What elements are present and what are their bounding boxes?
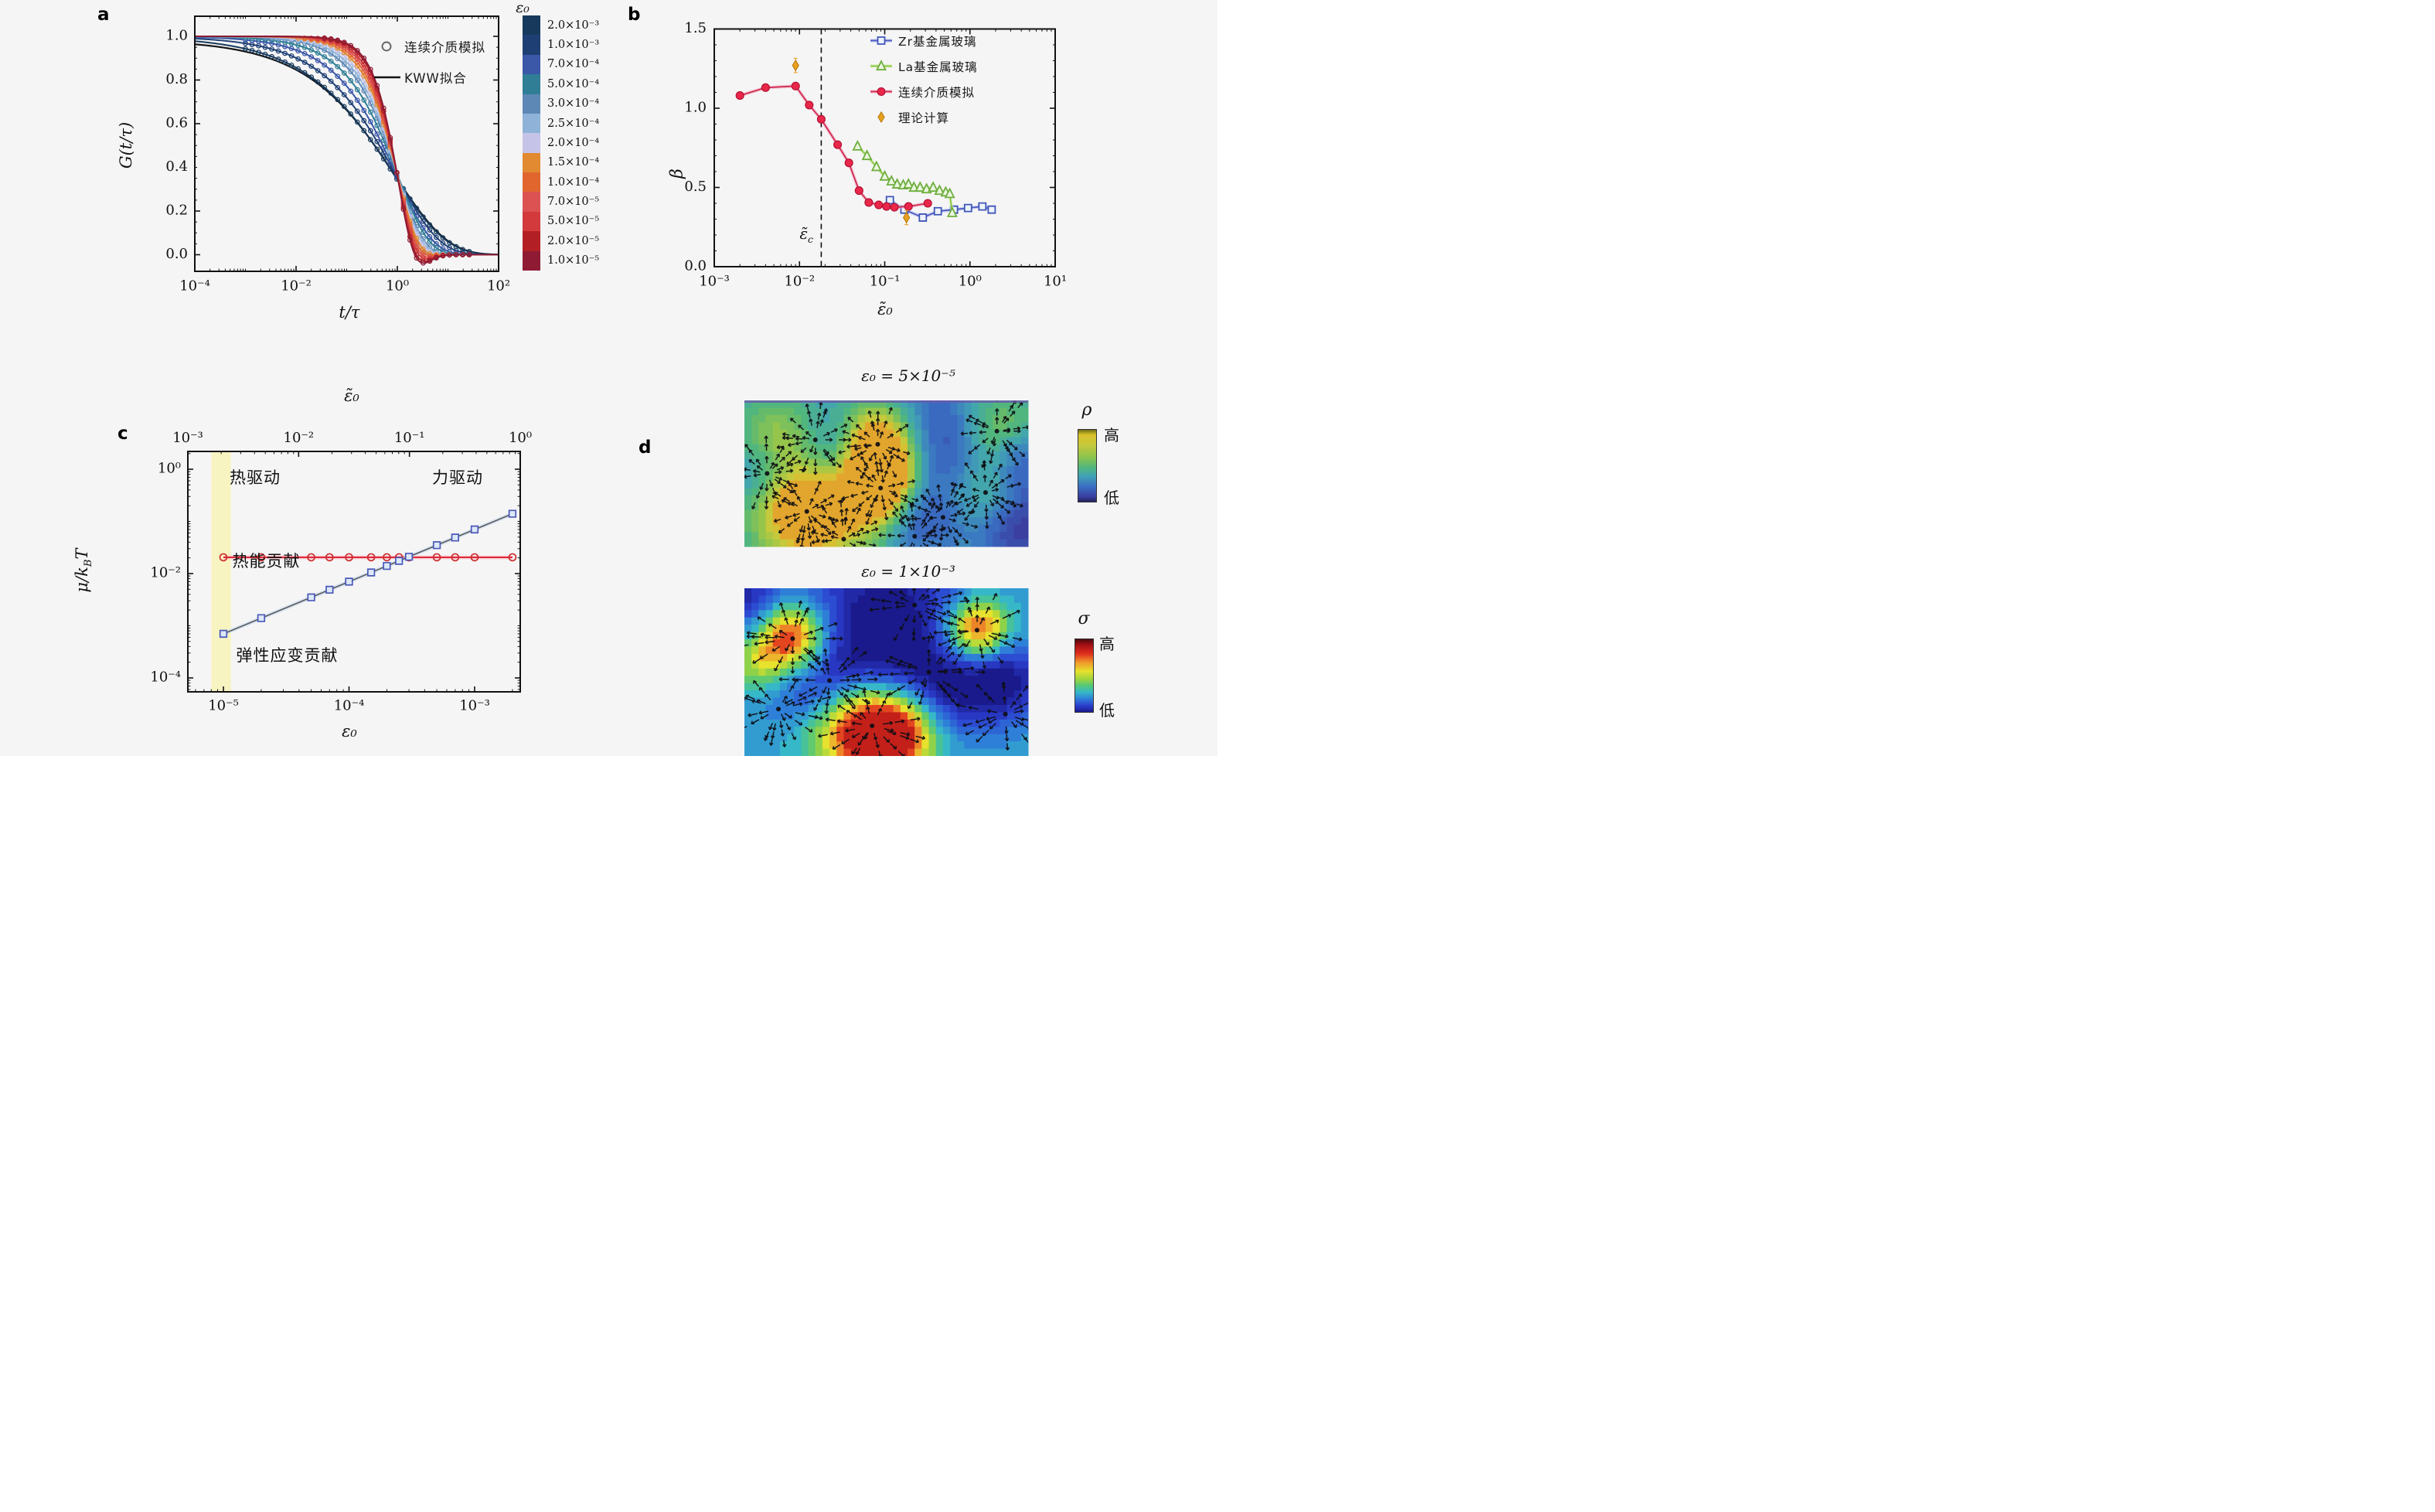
panel-a-letter: a	[97, 5, 110, 25]
colorbar-a-swatch	[523, 54, 540, 75]
panel-c-letter: c	[117, 424, 128, 444]
colorbar-a-label: 5.0×10⁻⁴	[547, 77, 600, 90]
colorbar-a-swatch	[523, 35, 540, 55]
panel-a-legend: 连续介质模拟 KWW拟合	[404, 31, 485, 93]
legend-label: Zr基金属玻璃	[898, 34, 977, 49]
colorbar-a-label: 7.0×10⁻⁴	[547, 58, 600, 71]
colorbar-a-title: ε₀	[516, 0, 530, 16]
colorbar-rho-symbol: ρ	[1081, 400, 1092, 420]
colorbar-sigma-low-label: 低	[1099, 701, 1115, 720]
colorbar-a-label: 1.0×10⁻⁴	[547, 175, 600, 189]
annotation-thermal-contribution: 热能贡献	[232, 552, 301, 570]
figure-canvas	[0, 0, 1218, 756]
colorbar-a: 2.0×10⁻³ 1.0×10⁻³ 7.0×10⁻⁴ 5.0×10⁻⁴ 3.0×…	[523, 15, 700, 271]
colorbar-a-label: 1.5×10⁻⁴	[547, 156, 600, 169]
colorbar-rho-low-label: 低	[1104, 489, 1120, 507]
legend-label: La基金属玻璃	[898, 60, 978, 74]
critical-strain-sub: c	[808, 233, 813, 245]
panel-b-xlabel: ε̃₀	[877, 300, 893, 318]
colorbar-sigma-symbol: σ	[1078, 609, 1090, 628]
colorbar-a-swatch	[523, 172, 540, 192]
panel-b-letter: b	[628, 5, 641, 25]
annotation-elastic-strain-contribution: 弹性应变贡献	[236, 646, 339, 665]
colorbar-rho	[1078, 429, 1097, 502]
colorbar-sigma	[1074, 639, 1094, 713]
colorbar-a-label: 1.0×10⁻⁵	[547, 254, 600, 267]
colorbar-a-label: 7.0×10⁻⁵	[547, 196, 600, 209]
critical-strain-base: ε̃	[799, 224, 809, 243]
colorbar-a-swatch	[523, 211, 540, 232]
colorbar-a-label: 1.0×10⁻³	[547, 39, 600, 52]
colorbar-a-swatch	[523, 94, 540, 114]
panel-d-letter: d	[639, 438, 652, 458]
legend-label: 连续介质模拟	[404, 40, 485, 55]
heatmap-sigma-title: ε₀ = 1×10⁻³	[861, 562, 955, 581]
panel-b-legend: Zr基金属玻璃 La基金属玻璃 连续介质模拟 理论计算	[898, 28, 978, 130]
colorbar-a-label: 2.0×10⁻⁴	[547, 136, 600, 149]
colorbar-sigma-high-label: 高	[1099, 635, 1115, 653]
panel-a-xlabel: t/τ	[339, 303, 360, 322]
legend-label: KWW拟合	[404, 71, 467, 86]
legend-label: 理论计算	[898, 111, 950, 125]
panel-c-ylabel-post: T	[72, 548, 91, 560]
colorbar-a-swatch	[523, 113, 540, 134]
colorbar-a-label: 2.0×10⁻³	[547, 19, 600, 32]
panel-a-ylabel: G(t/τ)	[117, 121, 135, 169]
figure-root: a b c d G(t/τ) t/τ 连续介质模拟 KWW拟合 ε₀ 2.0×1…	[0, 0, 1218, 756]
colorbar-a-label: 2.0×10⁻⁵	[547, 234, 600, 247]
panel-c-xlabel: ε₀	[342, 722, 357, 741]
panel-c-ylabel-pre: μ/k	[72, 567, 91, 593]
colorbar-a-swatch	[523, 152, 540, 172]
legend-label: 连续介质模拟	[898, 85, 976, 100]
colorbar-a-swatch	[523, 231, 540, 251]
panel-b-ylabel: β	[667, 169, 687, 179]
colorbar-a-swatch	[523, 15, 540, 36]
colorbar-a-swatch	[523, 192, 540, 212]
annotation-force-drive: 力驱动	[432, 468, 483, 487]
colorbar-a-label: 5.0×10⁻⁵	[547, 215, 600, 228]
panel-c-top-axis-label: ε̃₀	[344, 387, 359, 405]
colorbar-a-swatch	[523, 250, 540, 271]
panel-c-ylabel-sub: B	[83, 559, 95, 567]
panel-b-critical-strain-label: ε̃c	[773, 224, 813, 245]
annotation-thermal-drive: 热驱动	[230, 468, 281, 487]
colorbar-a-label: 2.5×10⁻⁴	[547, 117, 600, 130]
heatmap-rho-title: ε₀ = 5×10⁻⁵	[861, 366, 955, 385]
colorbar-a-swatch	[523, 74, 540, 94]
panel-c-ylabel: μ/kBT	[73, 524, 94, 617]
colorbar-a-swatch	[523, 133, 540, 153]
colorbar-rho-high-label: 高	[1104, 426, 1120, 444]
colorbar-a-label: 3.0×10⁻⁴	[547, 97, 600, 111]
